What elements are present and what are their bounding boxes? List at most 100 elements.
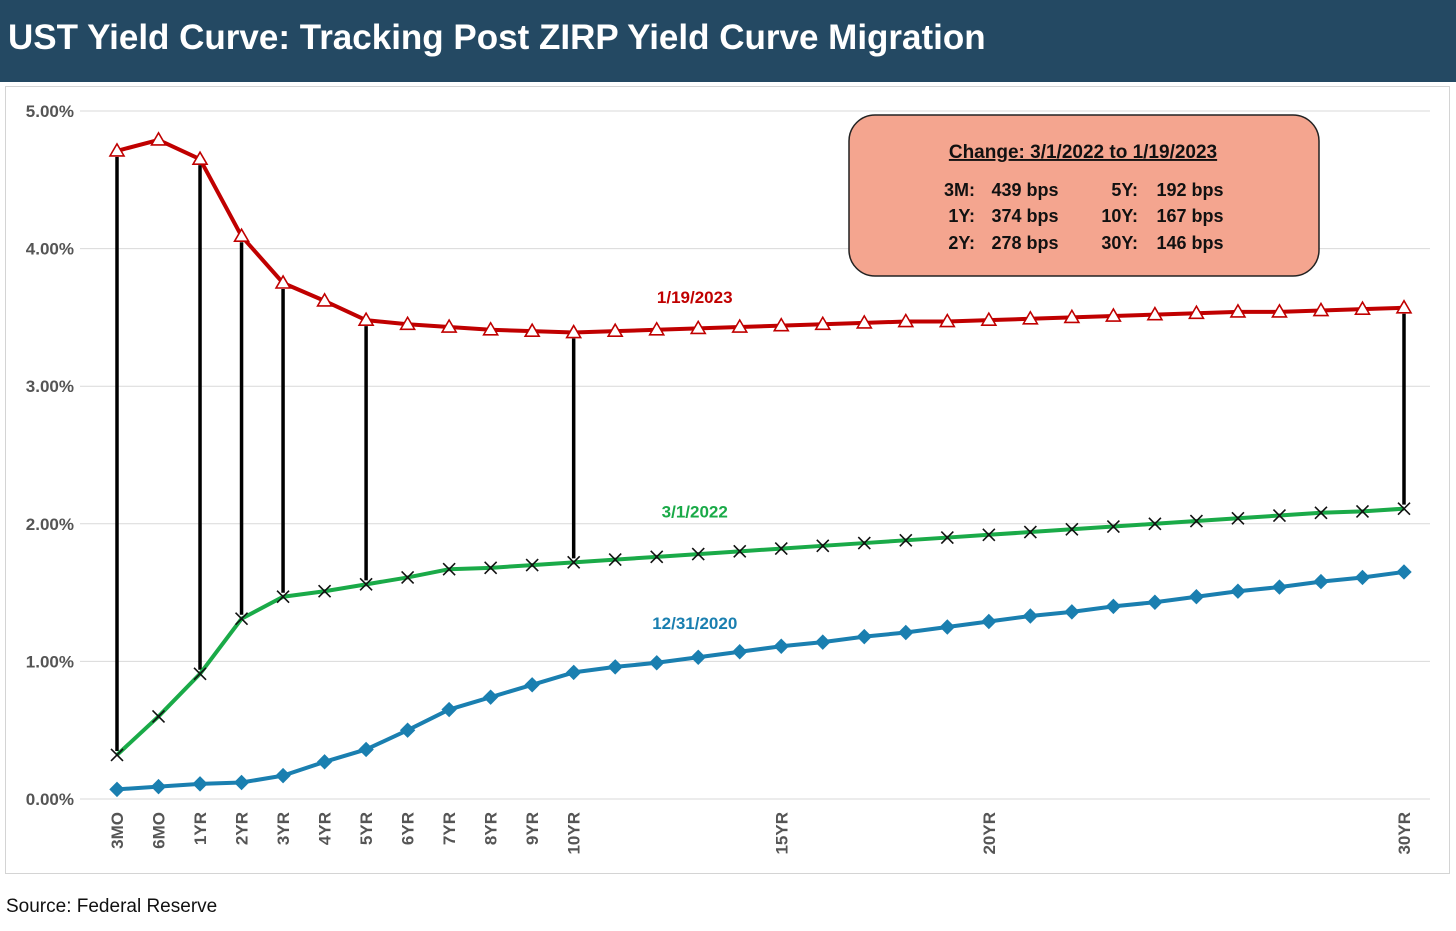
annotation-label: 2Y: (948, 233, 975, 253)
data-point (1230, 583, 1246, 599)
annotation-box (848, 114, 1320, 277)
data-point (442, 562, 456, 576)
data-point (1065, 522, 1079, 536)
data-point (606, 322, 624, 337)
annotation-value: 439 bps (991, 180, 1058, 200)
data-point (939, 619, 956, 635)
data-point (855, 314, 873, 329)
x-tick-label: 7YR (440, 812, 459, 845)
series-1 (108, 131, 1413, 339)
data-point (150, 778, 167, 795)
data-point (690, 649, 706, 665)
data-point (399, 722, 416, 738)
change-connectors (115, 156, 1406, 751)
data-point (980, 311, 998, 326)
data-point (276, 590, 290, 604)
data-point (109, 781, 125, 798)
data-point (482, 689, 499, 705)
data-point (1314, 506, 1328, 520)
data-point (108, 142, 126, 157)
data-point (567, 555, 581, 569)
data-point (650, 550, 664, 564)
data-point (1105, 598, 1122, 615)
plot-frame (5, 86, 1450, 874)
data-point (440, 318, 458, 333)
data-point (275, 767, 291, 784)
data-point (1395, 299, 1413, 314)
data-point (899, 533, 913, 547)
data-point (1354, 569, 1371, 586)
annotation-label: 30Y: (1101, 233, 1138, 253)
data-point (233, 227, 250, 243)
data-point (814, 315, 832, 331)
data-point (1231, 511, 1245, 525)
data-point (1022, 608, 1039, 624)
x-tick-label: 8YR (482, 812, 501, 845)
data-point (1396, 564, 1412, 580)
annotation-value: 278 bps (991, 233, 1058, 253)
data-point (358, 741, 374, 758)
series-line (116, 137, 1405, 335)
x-tick-label: 9YR (523, 812, 542, 845)
data-point (607, 659, 623, 675)
data-point (1272, 508, 1287, 523)
data-point (1313, 573, 1329, 590)
data-point (401, 570, 415, 585)
x-tick-label: 1YR (191, 812, 210, 845)
data-point (691, 547, 705, 561)
data-point (523, 322, 541, 337)
data-point (1354, 300, 1371, 315)
change-annotation-box: Change: 3/1/2022 to 1/19/2023 3M: 439 bps 5… (848, 114, 1320, 277)
annotation-label: 1Y: (948, 206, 975, 226)
data-point (193, 667, 207, 681)
series-label: 12/31/2020 (652, 614, 737, 633)
y-tick-label: 2.00% (26, 515, 74, 534)
data-point (1397, 502, 1411, 516)
data-point (565, 664, 582, 681)
data-point (898, 624, 914, 641)
data-point (318, 584, 332, 598)
data-point (1146, 306, 1164, 321)
data-point (1271, 303, 1288, 318)
data-point (1064, 604, 1080, 620)
annotation-value: 192 bps (1156, 180, 1223, 200)
x-tick-label: 20YR (980, 812, 999, 855)
data-point (524, 677, 540, 693)
annotation-label: 10Y: (1101, 206, 1138, 226)
data-point (816, 539, 830, 553)
data-point (525, 558, 539, 572)
data-point (1147, 594, 1163, 610)
series-lines (108, 131, 1413, 798)
data-point (733, 544, 747, 558)
data-point (274, 274, 292, 289)
y-tick-label: 1.00% (26, 652, 74, 671)
data-point (316, 754, 333, 770)
x-tick-label: 6MO (150, 812, 169, 849)
x-tick-label: 30YR (1395, 812, 1414, 855)
series-3 (109, 564, 1412, 798)
data-point (732, 644, 748, 660)
data-point (192, 776, 208, 792)
data-point (484, 561, 498, 575)
data-point (981, 613, 997, 630)
data-point (234, 612, 249, 626)
x-tick-label: 4YR (316, 812, 335, 845)
data-point (1063, 308, 1081, 324)
data-point (938, 312, 956, 328)
data-point (357, 311, 375, 326)
series-line (115, 506, 1405, 757)
data-point (399, 315, 417, 331)
data-point (1106, 519, 1120, 534)
data-point (608, 553, 622, 567)
x-tick-label: 10YR (565, 812, 584, 855)
gridlines (80, 110, 1430, 800)
x-tick-label: 6YR (399, 812, 418, 845)
x-tick-label: 2YR (233, 812, 252, 845)
data-point (233, 774, 250, 791)
data-point (359, 577, 373, 591)
data-point (940, 530, 954, 545)
data-point (441, 701, 457, 718)
data-point (110, 748, 124, 762)
y-axis: 0.00% 1.00% 2.00% 3.00% 4.00% 5.00% (26, 102, 74, 809)
annotation-value: 146 bps (1156, 233, 1223, 253)
